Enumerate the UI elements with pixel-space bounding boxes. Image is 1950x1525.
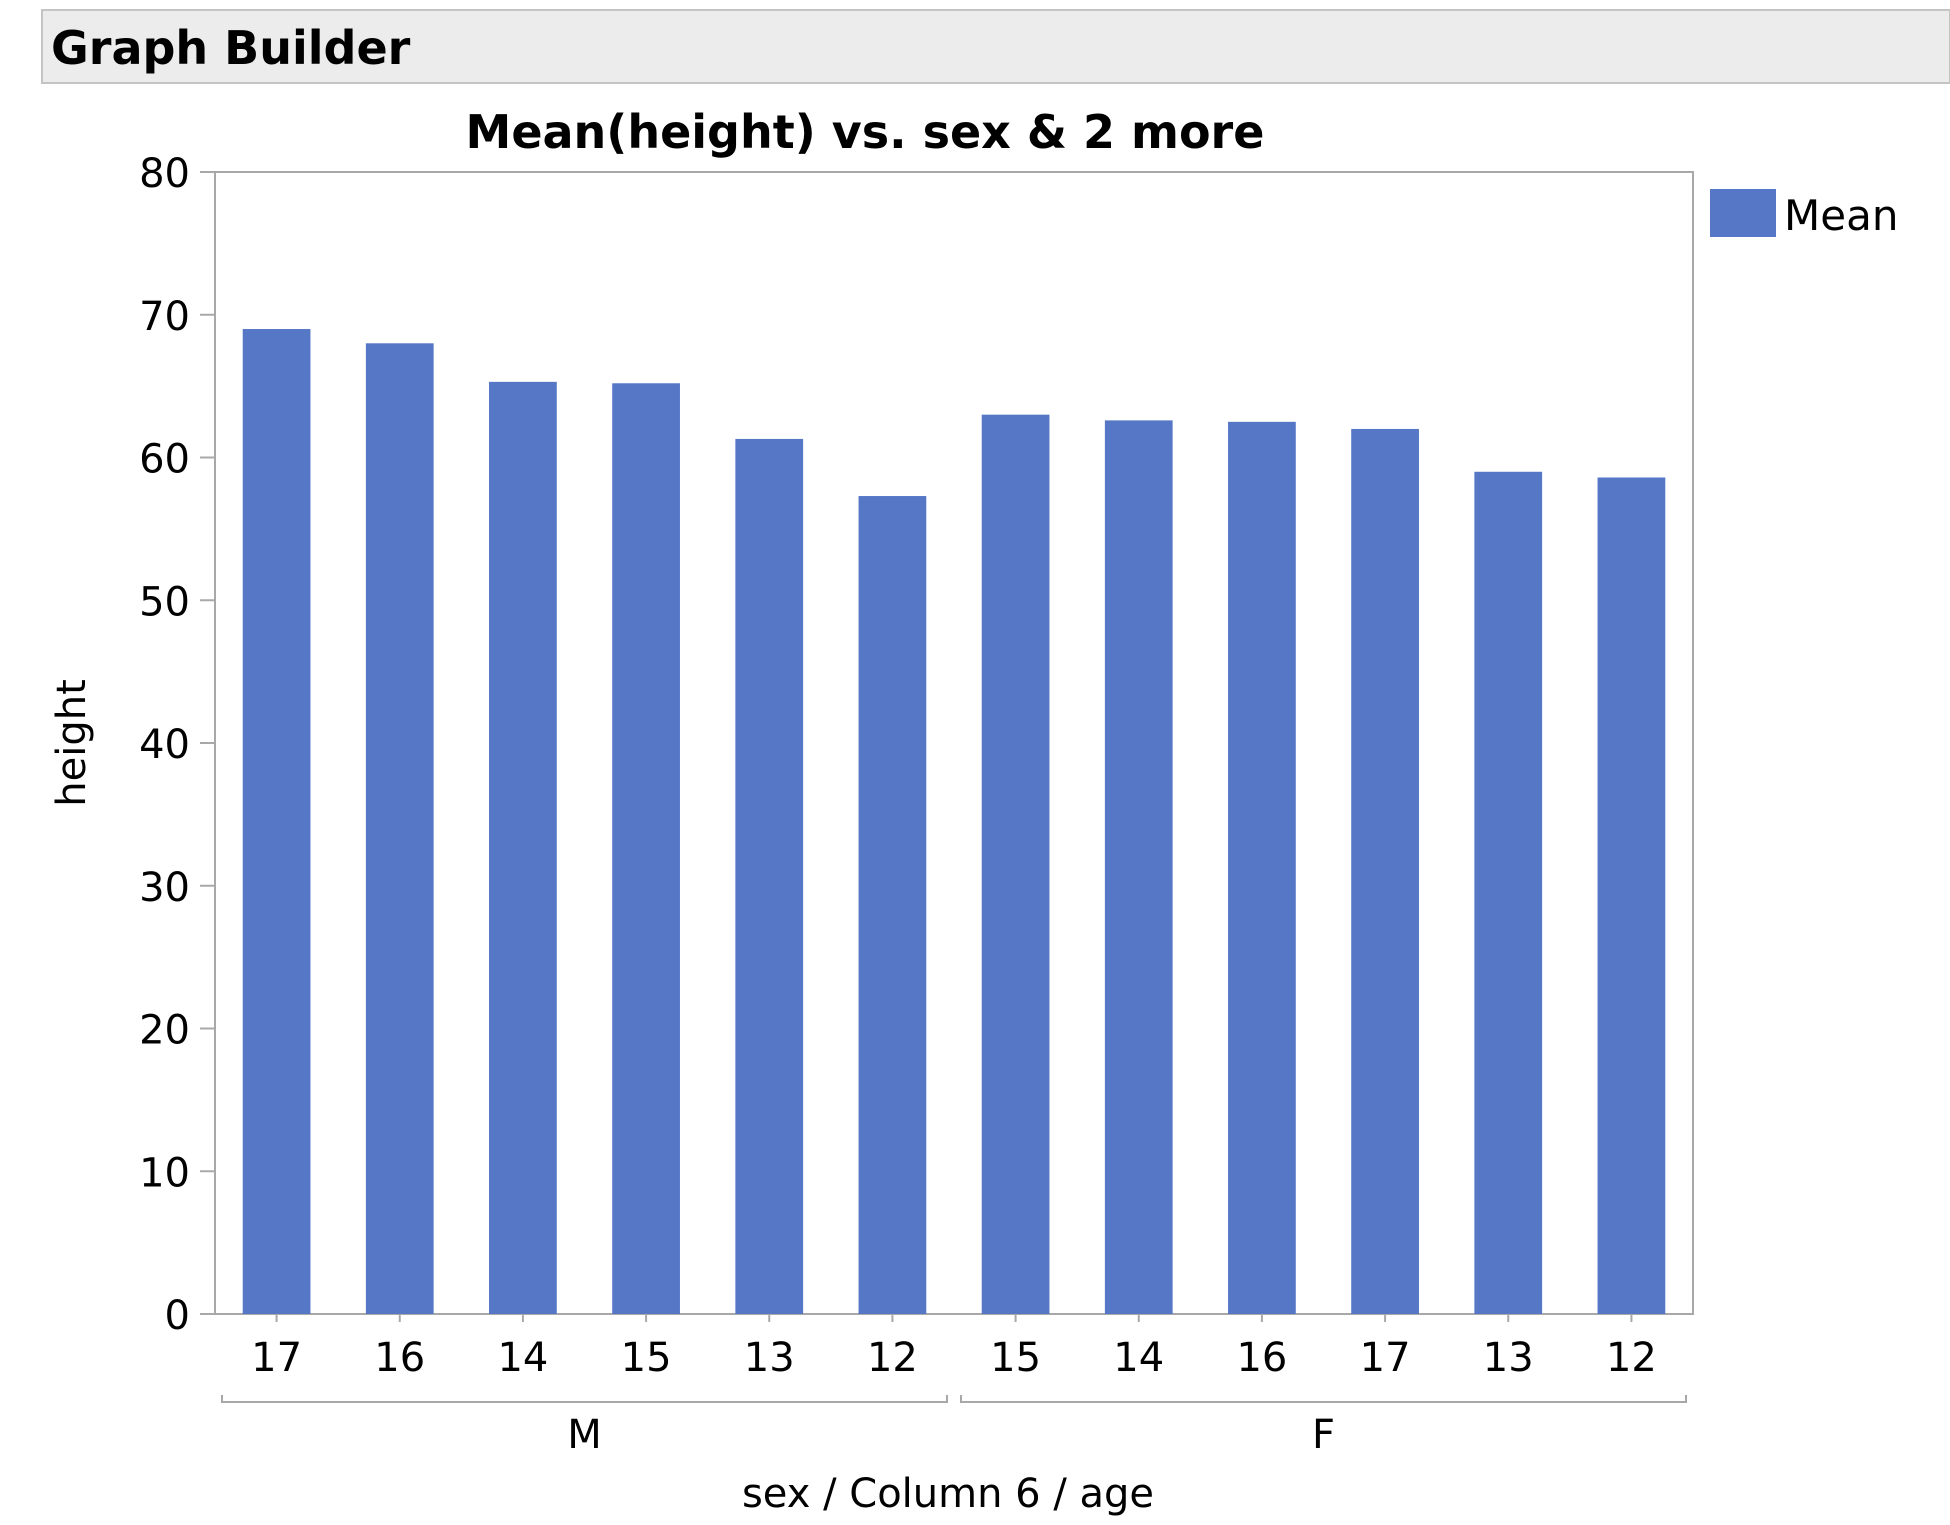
x-tick-label: 15 <box>621 1335 672 1381</box>
y-tick-label: 60 <box>139 437 190 483</box>
y-tick-label: 70 <box>139 294 190 340</box>
graph-builder-header: Graph Builder <box>41 9 1950 84</box>
bar-F-17[interactable] <box>1351 428 1419 1314</box>
bar-M-14[interactable] <box>489 381 557 1314</box>
bar-F-15[interactable] <box>981 414 1050 1314</box>
y-tick-label: 30 <box>139 865 190 911</box>
x-tick-label: 14 <box>1113 1335 1164 1381</box>
x-tick-label: 17 <box>1360 1335 1411 1381</box>
y-tick-label: 0 <box>165 1293 190 1339</box>
x-tick-label: 12 <box>867 1335 918 1381</box>
bar-M-15[interactable] <box>612 383 680 1314</box>
chart-title: Mean(height) vs. sex & 2 more <box>466 105 1265 159</box>
group-bracket-F <box>960 1395 1687 1403</box>
bar-M-16[interactable] <box>365 343 434 1314</box>
x-axis: 17 16 14 15 13 12 15 14 16 17 13 12 <box>251 1314 1657 1381</box>
bar-F-12[interactable] <box>1597 477 1666 1314</box>
bar-F-13[interactable] <box>1474 471 1543 1314</box>
bar-F-16[interactable] <box>1228 421 1296 1314</box>
x-tick-label: 13 <box>744 1335 795 1381</box>
bar-M-13[interactable] <box>735 438 804 1314</box>
bars <box>242 329 1666 1315</box>
y-tick-label: 40 <box>139 722 190 768</box>
group-label-M: M <box>567 1412 602 1458</box>
group-label-F: F <box>1312 1412 1335 1458</box>
x-tick-label: 12 <box>1606 1335 1657 1381</box>
y-axis: 0 10 20 30 40 50 60 70 80 <box>139 151 215 1339</box>
legend[interactable]: Mean <box>1710 189 1898 240</box>
y-tick-label: 50 <box>139 579 190 625</box>
x-tick-label: 16 <box>1236 1335 1287 1381</box>
bar-M-17[interactable] <box>242 329 311 1314</box>
y-axis-label: height <box>49 679 95 807</box>
x-tick-label: 14 <box>497 1335 548 1381</box>
plot-frame <box>214 171 1694 1315</box>
bar-M-12[interactable] <box>858 496 927 1315</box>
bar-F-14[interactable] <box>1104 420 1173 1314</box>
y-tick-label: 10 <box>139 1150 190 1196</box>
x-tick-label: 15 <box>990 1335 1041 1381</box>
x-tick-label: 17 <box>251 1335 302 1381</box>
y-tick-label: 20 <box>139 1008 190 1054</box>
x-axis-label: sex / Column 6 / age <box>742 1471 1154 1517</box>
graph-builder-title: Graph Builder <box>51 21 411 75</box>
x-tick-label: 16 <box>374 1335 425 1381</box>
legend-swatch-mean <box>1710 189 1776 237</box>
group-bracket-M <box>221 1395 948 1403</box>
y-tick-label: 80 <box>139 151 190 197</box>
x-tick-label: 13 <box>1483 1335 1534 1381</box>
legend-label-mean: Mean <box>1784 191 1898 240</box>
